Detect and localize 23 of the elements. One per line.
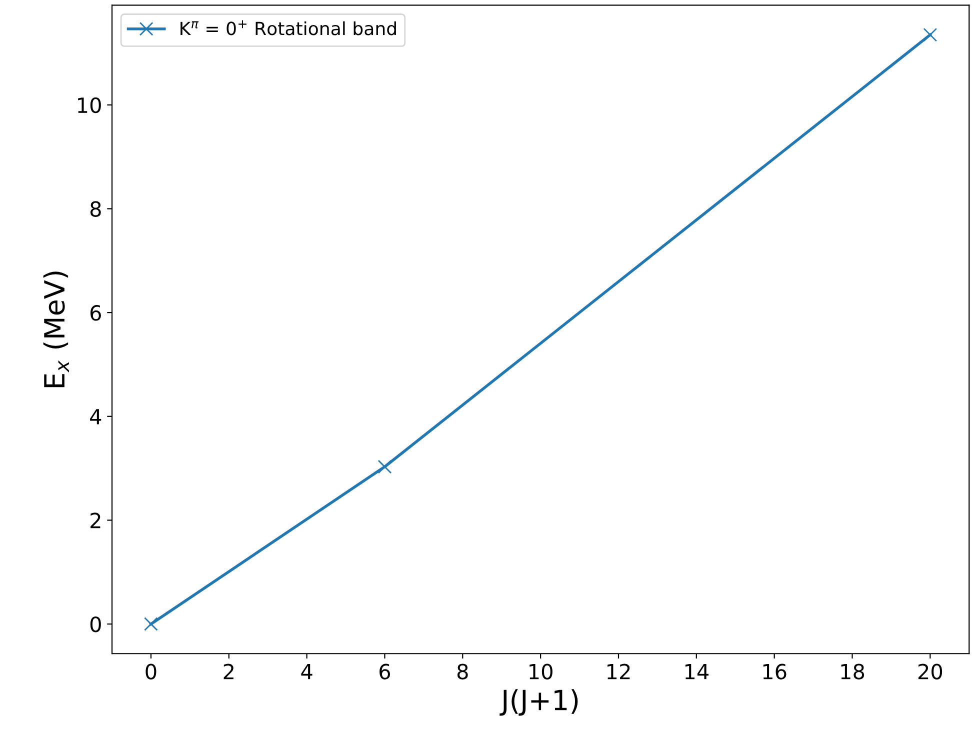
- x-tick-label: 10: [530, 664, 552, 680]
- x-tick-label: 4: [301, 664, 312, 680]
- x-tick-label: 6: [380, 664, 390, 680]
- point: [923, 28, 938, 42]
- y-tick-label: 0: [90, 616, 101, 632]
- y-tick-label: 10: [78, 97, 101, 114]
- y-tick-label: 4: [90, 409, 102, 424]
- y-tick-label: 8: [90, 201, 101, 217]
- x-tick-label: 8: [457, 664, 468, 680]
- x-tick-label: 18: [841, 664, 864, 680]
- y-axis-title: E$_{x}$ (MeV): [43, 272, 69, 388]
- legend-label: K$^{π}$ = 0$^{+}$ Rotational band: [180, 20, 396, 36]
- x-tick-label: 2: [224, 664, 234, 680]
- x-axis-title: J(J+1): [500, 689, 578, 716]
- x-tick-label: 14: [685, 664, 708, 680]
- x-tick-label: 0: [146, 664, 156, 680]
- x-tick-label: 16: [763, 664, 786, 680]
- y-tick-label: 2: [90, 512, 100, 528]
- x-tick-label: 20: [918, 664, 942, 680]
- y-tick-label: 6: [90, 305, 101, 321]
- point: [378, 460, 392, 474]
- point: [144, 617, 158, 631]
- x-tick-label: 12: [608, 664, 630, 680]
